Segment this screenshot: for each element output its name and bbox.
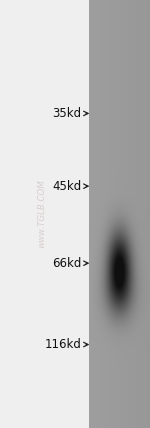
- Text: 116kd: 116kd: [45, 338, 82, 351]
- Text: 35kd: 35kd: [53, 107, 82, 120]
- Text: www.TGLB.COM: www.TGLB.COM: [38, 180, 46, 248]
- Text: 45kd: 45kd: [52, 180, 82, 193]
- Text: 66kd: 66kd: [52, 257, 82, 270]
